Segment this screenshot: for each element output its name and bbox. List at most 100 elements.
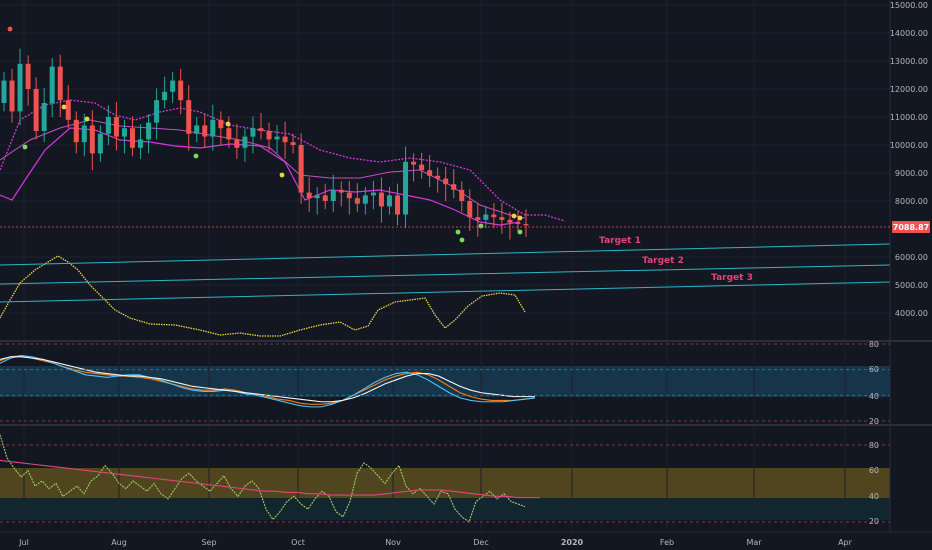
candle-body <box>258 128 264 131</box>
candle-body <box>378 192 384 207</box>
main-pane[interactable] <box>0 0 890 340</box>
target-line <box>0 243 891 266</box>
candle-body <box>282 136 288 143</box>
candle-body <box>250 128 256 137</box>
candle-body <box>338 189 344 193</box>
candle-body <box>1 80 7 103</box>
candle-body <box>386 195 392 207</box>
price-axis[interactable]: 15000.00 14000.00 13000.00 12000.00 11000.00… <box>869 1 928 526</box>
osc1-series-line <box>0 354 536 408</box>
osc1-series-line <box>0 356 535 403</box>
grid <box>0 0 890 532</box>
bb-lower <box>0 127 521 226</box>
candle-body <box>346 192 352 199</box>
price-tick-label: 10000.00 <box>890 141 928 150</box>
time-tick-label: Sep <box>201 538 216 547</box>
osc1-tick-label: 60 <box>869 365 879 374</box>
signal-dot <box>511 213 517 219</box>
osc1-band <box>0 366 890 397</box>
candle-body <box>25 63 31 89</box>
time-tick-label: Aug <box>111 538 127 547</box>
candle-body <box>146 122 152 140</box>
osc1-tick-label: 20 <box>869 417 879 426</box>
candle-body <box>475 217 481 220</box>
osc1-tick-label: 40 <box>869 392 879 401</box>
candle-body <box>210 119 216 137</box>
candle-body <box>395 195 401 215</box>
candle-body <box>370 192 376 196</box>
candle-body <box>290 142 296 145</box>
candle-body <box>33 89 39 131</box>
osc2-lower-fill <box>0 498 890 520</box>
signal-dot <box>7 26 13 32</box>
candle-body <box>467 201 473 218</box>
candle-body <box>121 128 127 137</box>
candle-body <box>403 161 409 215</box>
candle-body <box>154 100 160 123</box>
target-label: Target 1 <box>599 236 641 246</box>
candle-body <box>81 125 87 143</box>
osc2-tick-label: 80 <box>869 441 879 450</box>
osc2-tick-label: 40 <box>869 492 879 501</box>
bb-upper <box>0 99 566 222</box>
candle-body <box>57 66 63 101</box>
osc2-series-line <box>0 434 526 523</box>
candle-body <box>491 214 497 218</box>
time-tick-label: Nov <box>385 538 401 547</box>
candle-body <box>113 117 119 137</box>
price-tick-label: 15000.00 <box>890 1 928 10</box>
osc1-series-line <box>0 354 536 405</box>
candle-body <box>427 170 433 176</box>
candle-body <box>515 222 521 224</box>
candle-body <box>443 178 449 185</box>
price-tick-label: 9000.00 <box>895 169 928 178</box>
candle-body <box>419 164 425 171</box>
osc2-tick-label: 20 <box>869 517 879 526</box>
time-tick-label: Jul <box>18 538 29 547</box>
candles <box>1 48 529 240</box>
signal-dot <box>517 229 523 235</box>
candle-body <box>298 145 304 193</box>
time-axis[interactable]: Jul Aug Sep Oct Nov Dec 2020 Feb Mar Apr <box>18 538 852 547</box>
candle-body <box>483 214 489 220</box>
osc2-lines <box>0 434 890 523</box>
candle-body <box>162 91 168 101</box>
candle-body <box>194 125 200 134</box>
signal-dot <box>279 172 285 178</box>
yellow-oscillator <box>0 255 526 337</box>
candle-body <box>226 128 232 140</box>
candle-body <box>266 131 272 140</box>
osc2-series-line <box>0 459 540 499</box>
candle-body <box>411 161 417 165</box>
signal-dot <box>61 104 67 110</box>
signal-dot <box>84 116 90 122</box>
time-tick-label: Oct <box>291 538 305 547</box>
price-tag-label: 7088.87 <box>893 223 929 232</box>
candle-body <box>435 175 441 179</box>
price-tick-label: 4000.00 <box>895 309 928 318</box>
price-tick-label: 14000.00 <box>890 29 928 38</box>
osc2-tick-label: 60 <box>869 466 879 475</box>
candle-body <box>242 136 248 148</box>
signal-dot <box>225 121 231 127</box>
candle-body <box>202 125 208 137</box>
time-tick-label: Dec <box>473 538 488 547</box>
price-tick-label: 6000.00 <box>895 253 928 262</box>
candle-body <box>170 80 176 92</box>
time-tick-label: Mar <box>746 538 762 547</box>
candle-body <box>459 189 465 201</box>
candle-body <box>41 103 47 131</box>
target-line <box>0 281 891 303</box>
target-label: Target 2 <box>642 256 684 266</box>
yellow-osc-line <box>0 255 526 337</box>
price-tick-label: 8000.00 <box>895 197 928 206</box>
price-tag: 7088.87 <box>892 221 930 233</box>
candle-body <box>499 217 505 220</box>
signal-dot <box>22 144 28 150</box>
candle-body <box>89 125 95 154</box>
price-tick-label: 11000.00 <box>890 113 928 122</box>
candle-body <box>523 223 529 226</box>
candle-body <box>362 195 368 204</box>
